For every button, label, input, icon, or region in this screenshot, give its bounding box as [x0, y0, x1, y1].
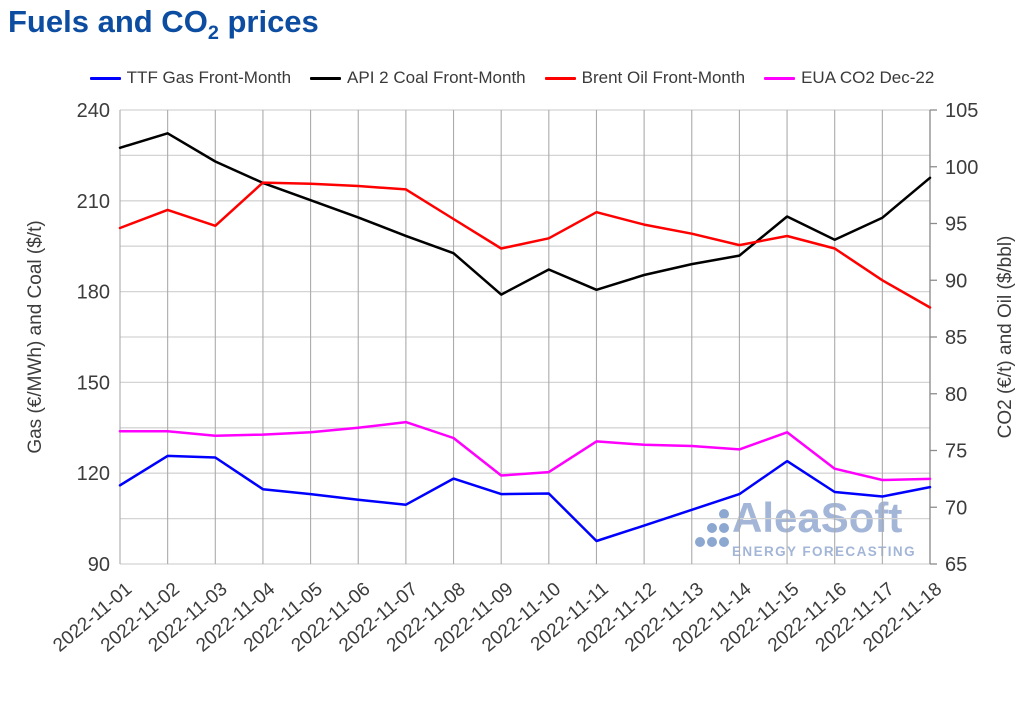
aleasoft-dots-icon: [695, 509, 729, 547]
y-right-tick-label: 75: [945, 441, 967, 463]
y-right-tick-label: 65: [945, 554, 967, 576]
legend-label: API 2 Coal Front-Month: [347, 68, 526, 87]
legend-swatch: [764, 76, 796, 80]
legend-item-eua-co2-dec-22: EUA CO2 Dec-22: [764, 68, 934, 88]
y-right-tick-label: 95: [945, 214, 967, 236]
legend-label: Brent Oil Front-Month: [581, 68, 746, 87]
y-left-tick-label: 90: [88, 554, 110, 576]
page-title-pre: Fuels and CO: [8, 4, 208, 39]
watermark-tagline: ENERGY FORECASTING: [732, 544, 916, 559]
page-title-post: prices: [218, 4, 319, 39]
y-left-tick-label: 210: [77, 191, 110, 213]
y-left-tick-label: 180: [77, 282, 110, 304]
page-title: Fuels and CO2 prices: [8, 4, 319, 45]
y-right-tick-label: 100: [945, 157, 978, 179]
watermark: AleaSoft ENERGY FORECASTING: [694, 494, 920, 564]
legend-label: TTF Gas Front-Month: [126, 68, 292, 87]
y-left-tick-label: 150: [77, 372, 110, 394]
legend-item-ttf-gas-front-month: TTF Gas Front-Month: [89, 68, 292, 88]
series-line-ttf-gas-front-month: [118, 454, 932, 543]
watermark-brand: AleaSoft: [732, 494, 903, 541]
y-right-tick-label: 70: [945, 497, 967, 519]
legend-item-api-2-coal-front-month: API 2 Coal Front-Month: [310, 68, 526, 88]
page-title-subscript: 2: [207, 22, 219, 45]
legend-swatch: [89, 76, 121, 80]
y-left-tick-label: 120: [77, 463, 110, 485]
y-right-tick-label: 90: [945, 270, 967, 292]
legend-swatch: [310, 76, 342, 80]
series-line-eua-co2-dec-22: [118, 420, 932, 482]
y-right-tick-label: 80: [945, 384, 967, 406]
y-right-tick-label: 105: [945, 100, 978, 122]
series-line-brent-oil-front-month: [118, 181, 932, 309]
legend-label: EUA CO2 Dec-22: [801, 68, 935, 87]
legend: TTF Gas Front-Month API 2 Coal Front-Mont…: [0, 68, 1024, 88]
y-right-tick-label: 85: [945, 327, 967, 349]
legend-item-brent-oil-front-month: Brent Oil Front-Month: [544, 68, 746, 88]
legend-swatch: [544, 76, 576, 80]
series-line-api-2-coal-front-month: [118, 132, 932, 296]
y-left-tick-label: 240: [77, 100, 110, 122]
